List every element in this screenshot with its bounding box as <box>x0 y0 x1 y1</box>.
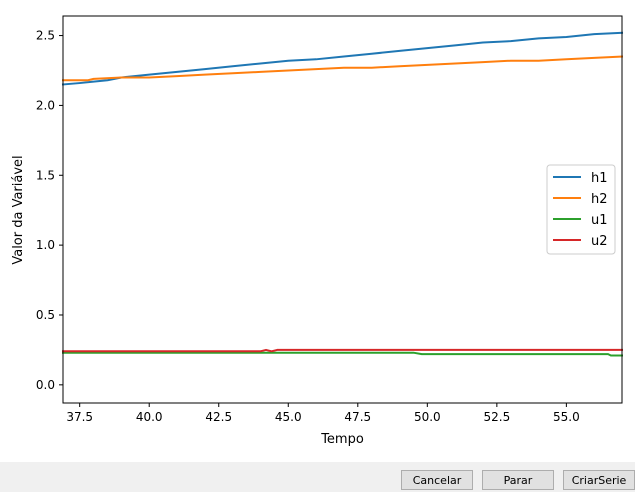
series-lines <box>61 31 624 357</box>
series-line-u1 <box>62 351 623 357</box>
create-series-button[interactable]: CriarSerie <box>563 470 635 490</box>
y-tick-label: 0.5 <box>36 308 55 322</box>
legend-box <box>546 164 616 255</box>
y-axis: 0.0 0.5 1.0 1.5 2.0 2.5 <box>36 29 63 392</box>
y-tick-label: 2.5 <box>36 29 55 43</box>
x-tick-label: 45.0 <box>275 410 302 424</box>
button-bar: Cancelar Parar CriarSerie <box>0 462 635 492</box>
x-tick-label: 55.0 <box>553 410 580 424</box>
chart-area: 37.5 40.0 42.5 45.0 47.5 50.0 52.5 55.0 0.0 0.5 1… <box>11 15 624 447</box>
x-tick-label: 52.5 <box>483 410 510 424</box>
legend-label-h2: h2 <box>591 192 608 207</box>
y-tick-label: 2.0 <box>36 98 55 112</box>
legend: h1 h2 u1 u2 <box>546 164 616 255</box>
y-tick-label: 0.0 <box>36 378 55 392</box>
x-axis: 37.5 40.0 42.5 45.0 47.5 50.0 52.5 55.0 <box>66 403 580 424</box>
y-tick-label: 1.0 <box>36 238 55 252</box>
plot-background <box>63 16 622 403</box>
series-line-u2 <box>62 348 623 353</box>
x-tick-label: 37.5 <box>66 410 93 424</box>
x-tick-label: 50.0 <box>414 410 441 424</box>
stop-button[interactable]: Parar <box>482 470 554 490</box>
x-axis-label: Tempo <box>320 432 364 447</box>
legend-label-h1: h1 <box>591 171 608 186</box>
cancel-button[interactable]: Cancelar <box>401 470 473 490</box>
x-tick-label: 40.0 <box>136 410 163 424</box>
y-tick-label: 1.5 <box>36 168 55 182</box>
x-tick-label: 42.5 <box>205 410 232 424</box>
legend-label-u2: u2 <box>591 234 608 249</box>
y-axis-label: Valor da Variável <box>11 155 26 264</box>
plot-frame <box>62 15 623 404</box>
x-tick-label: 47.5 <box>344 410 371 424</box>
series-line-h2 <box>62 55 624 82</box>
line-chart: 37.5 40.0 42.5 45.0 47.5 50.0 52.5 55.0 0.0 0.5 1… <box>11 15 624 447</box>
legend-label-u1: u1 <box>591 213 608 228</box>
